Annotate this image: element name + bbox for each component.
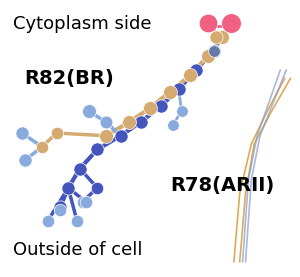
Point — [159, 103, 164, 108]
Point — [86, 109, 91, 113]
Point — [77, 166, 82, 171]
Point — [46, 219, 50, 223]
Point — [179, 109, 184, 113]
Text: Outside of cell: Outside of cell — [13, 241, 142, 259]
Point — [95, 186, 100, 190]
Point — [211, 48, 216, 53]
Point — [170, 123, 175, 127]
Point — [139, 120, 143, 124]
Point — [220, 35, 225, 39]
Point — [188, 73, 193, 78]
Point — [118, 134, 123, 138]
Point — [205, 54, 210, 58]
Point — [19, 131, 24, 135]
Point — [211, 48, 216, 53]
Point — [103, 120, 108, 124]
Point — [214, 35, 219, 39]
Point — [167, 90, 172, 94]
Point — [54, 131, 59, 135]
Point — [57, 207, 62, 212]
Point — [176, 87, 181, 91]
Text: Cytoplasm side: Cytoplasm side — [13, 15, 152, 33]
Point — [103, 134, 108, 138]
Point — [66, 186, 70, 190]
Point — [40, 145, 44, 149]
Point — [83, 199, 88, 204]
Text: R82(BR): R82(BR) — [25, 69, 114, 88]
Point — [205, 21, 210, 25]
Point — [127, 120, 132, 124]
Point — [95, 147, 100, 152]
Point — [22, 158, 27, 163]
Point — [57, 205, 62, 209]
Point — [229, 21, 233, 25]
Text: R78(ARII): R78(ARII) — [170, 176, 274, 195]
Point — [194, 68, 199, 72]
Point — [75, 219, 80, 223]
Point — [80, 199, 85, 204]
Point — [147, 106, 152, 111]
